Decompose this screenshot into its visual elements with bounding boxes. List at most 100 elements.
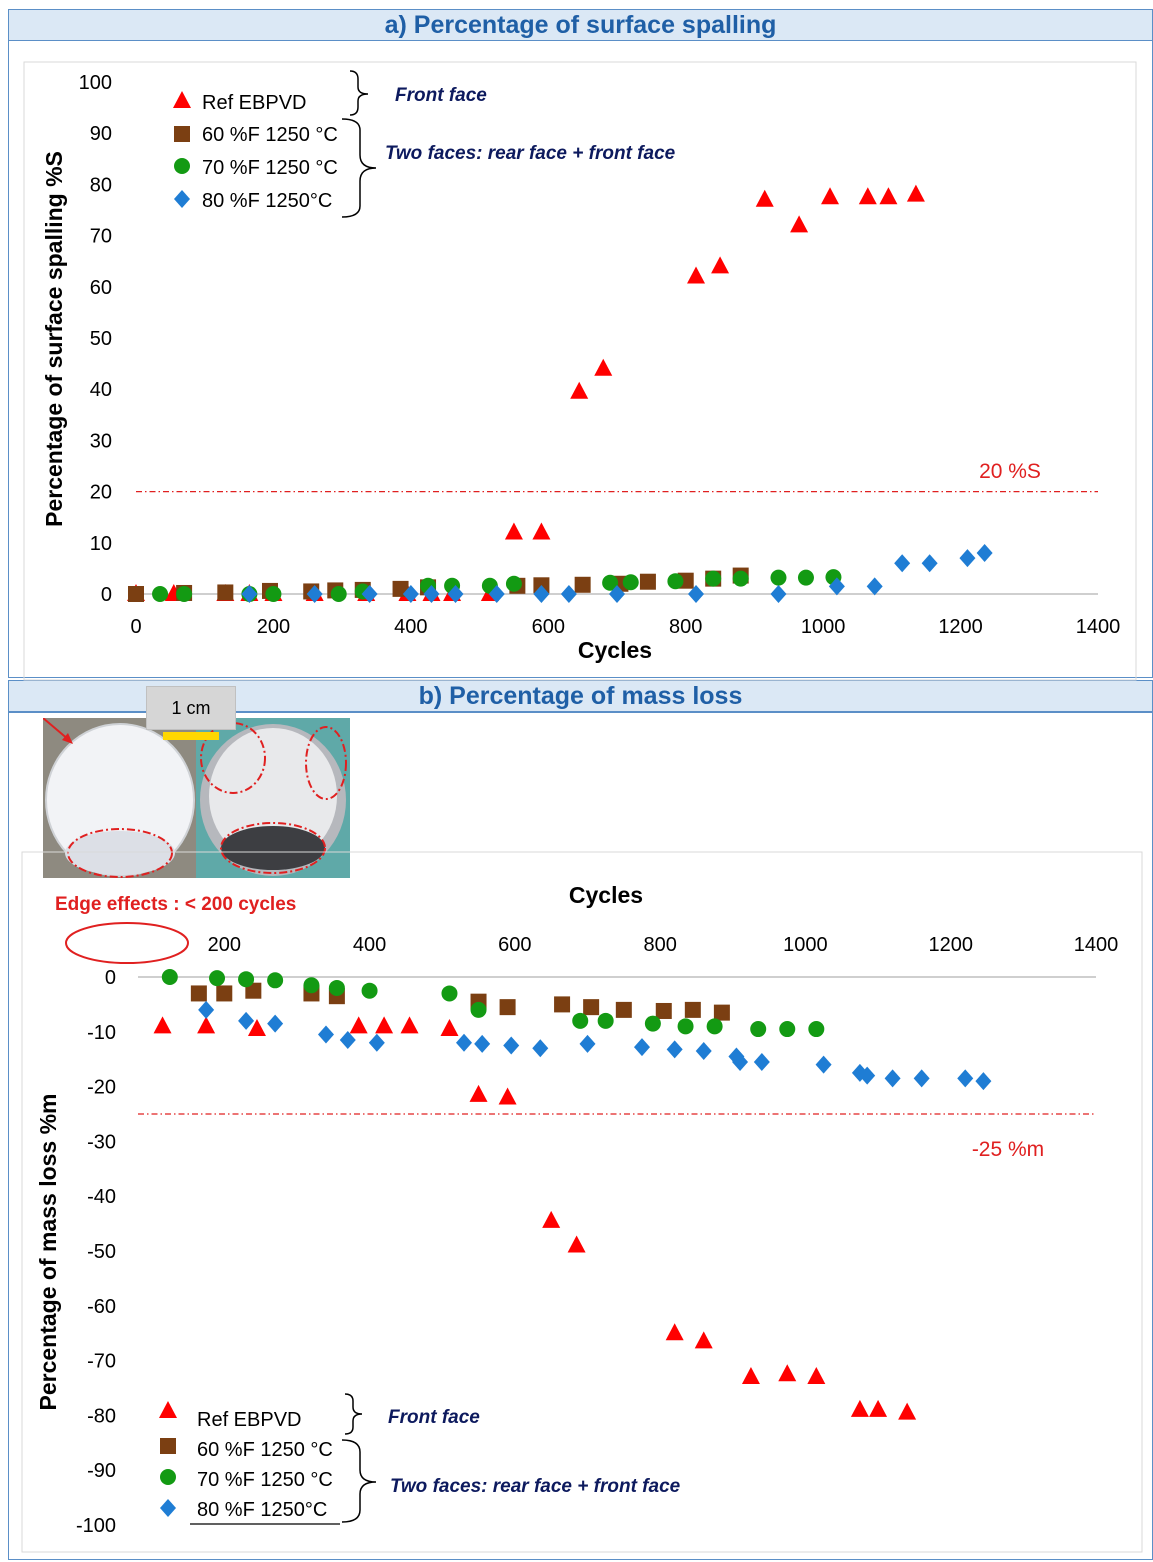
chart-a-point-ref xyxy=(906,184,925,202)
chart-b-point-f80 xyxy=(503,1036,520,1055)
chart-b-ylabel: Percentage of mass loss %m xyxy=(35,1093,61,1410)
chart-b-legend-marker-f70 xyxy=(160,1469,176,1485)
chart-a-y-tick-label: 40 xyxy=(90,379,112,401)
chart-b-y-tick-label: -30 xyxy=(87,1131,116,1153)
chart-a-legend-70: 70 %F 1250 °C xyxy=(202,157,338,179)
chart-b-plot-frame xyxy=(21,851,1143,1553)
chart-b-x-tick-label: 800 xyxy=(643,934,676,956)
chart-b-point-ref xyxy=(400,1016,419,1034)
chart-b-annotation-front: Front face xyxy=(388,1407,480,1428)
chart-a-point-ref xyxy=(821,187,840,205)
chart-a-point-f80 xyxy=(447,585,464,603)
chart-a-point-f60 xyxy=(574,576,591,593)
chart-b-legend-70: 70 %F 1250 °C xyxy=(197,1469,333,1491)
chart-b-point-ref xyxy=(440,1019,459,1037)
chart-a-plot-frame xyxy=(23,61,1137,681)
chart-a-point-f80 xyxy=(770,585,787,603)
chart-b-point-f80 xyxy=(732,1052,749,1071)
chart-a-point-f80 xyxy=(402,585,419,603)
chart-a-point-ref xyxy=(879,187,898,205)
chart-b-point-f80 xyxy=(532,1039,549,1058)
chart-a-point-f70 xyxy=(622,574,639,591)
chart-a-point-f80 xyxy=(921,554,938,573)
chart-a-y-tick-label: 80 xyxy=(90,174,112,196)
chart-b-point-ref xyxy=(469,1084,488,1102)
chart-a-point-f70 xyxy=(797,569,814,586)
chart-b-point-ref xyxy=(197,1016,216,1034)
edge-circle-3 xyxy=(200,722,266,794)
chart-a-point-ref xyxy=(790,215,809,233)
chart-b-y-tick-label: -50 xyxy=(87,1241,116,1263)
chart-a-legend-marker-f60 xyxy=(174,126,190,142)
chart-a-y-tick-label: 10 xyxy=(90,533,112,555)
sample-disc-left-edge xyxy=(65,831,175,875)
chart-a-point-ref xyxy=(594,358,613,376)
chart-a-point-f70 xyxy=(265,586,282,602)
chart-a-y-tick-label: 90 xyxy=(90,123,112,145)
chart-b-point-f80 xyxy=(859,1066,876,1085)
chart-b-point-f80 xyxy=(579,1034,596,1053)
chart-b-point-ref xyxy=(869,1399,888,1417)
chart-b-point-ref xyxy=(778,1364,797,1382)
chart-b-point-f80 xyxy=(975,1072,992,1091)
chart-b-point-f80 xyxy=(753,1052,770,1071)
chart-b-point-f70 xyxy=(644,1015,661,1032)
chart-b-legend-marker-f80 xyxy=(160,1499,176,1517)
edge-circle-4 xyxy=(305,726,347,800)
chart-a-annotation-two: Two faces: rear face + front face xyxy=(385,143,676,164)
chart-a-legend-marker-f70 xyxy=(174,158,190,174)
sample-photo xyxy=(43,718,350,878)
chart-a-x-tick-label: 1200 xyxy=(938,616,983,638)
chart-b-point-ref xyxy=(665,1323,684,1341)
chart-b-point-f70 xyxy=(267,972,284,989)
chart-a-y-tick-label: 70 xyxy=(90,226,112,248)
chart-a-legend-80: 80 %F 1250°C xyxy=(202,190,332,212)
chart-b-point-ref xyxy=(850,1399,869,1417)
chart-a-point-f80 xyxy=(959,549,976,568)
chart-b-brace-front xyxy=(344,1393,363,1435)
chart-b-y-tick-label: -90 xyxy=(87,1460,116,1482)
chart-a-y-tick-label: 50 xyxy=(90,328,112,350)
chart-b-point-f80 xyxy=(368,1033,385,1052)
chart-a-x-tick-label: 0 xyxy=(130,616,141,638)
edge-effects-note: Edge effects : < 200 cycles xyxy=(55,894,296,915)
chart-a-legend-60: 60 %F 1250 °C xyxy=(202,124,338,146)
chart-b-y-tick-label: -100 xyxy=(76,1515,116,1537)
chart-b-point-ref xyxy=(694,1331,713,1349)
chart-a-point-ref xyxy=(687,266,706,284)
chart-b-legend-marker-ref xyxy=(159,1401,177,1418)
chart-a-point-f70 xyxy=(176,586,193,602)
chart-a-y-tick-label: 0 xyxy=(101,584,112,606)
panel-a-header: a) Percentage of surface spalling xyxy=(8,9,1153,41)
chart-b-point-f70 xyxy=(750,1021,767,1038)
chart-b-point-f60 xyxy=(684,1001,701,1018)
chart-b-point-f70 xyxy=(209,970,226,987)
chart-a-point-f60 xyxy=(217,584,234,601)
chart-b-point-f70 xyxy=(303,977,320,994)
chart-a-point-f70 xyxy=(705,570,722,587)
chart-b-point-f80 xyxy=(474,1034,491,1053)
edge-arrow-head xyxy=(62,733,73,744)
chart-b-point-f70 xyxy=(361,982,378,999)
chart-b-point-ref xyxy=(567,1235,586,1253)
chart-a-point-f60 xyxy=(128,586,144,602)
chart-b-legend-60: 60 %F 1250 °C xyxy=(197,1439,333,1461)
chart-b-point-ref xyxy=(898,1402,917,1420)
chart-b-point-f80 xyxy=(267,1014,284,1033)
chart-a-x-tick-label: 400 xyxy=(394,616,427,638)
chart-b-point-f80 xyxy=(633,1038,650,1057)
chart-b-point-f60 xyxy=(245,982,262,999)
chart-b-threshold-label: -25 %m xyxy=(972,1138,1044,1161)
chart-b-x-tick-label: 200 xyxy=(208,934,241,956)
chart-a-point-f80 xyxy=(423,585,440,603)
chart-b-point-f80 xyxy=(339,1031,356,1050)
edge-circle-2 xyxy=(220,822,326,874)
chart-b-point-f70 xyxy=(808,1021,825,1038)
chart-a-point-f80 xyxy=(361,585,378,603)
chart-a-point-f80 xyxy=(560,585,577,603)
chart-a-point-f70 xyxy=(152,586,169,602)
chart-a-brace-front xyxy=(349,70,369,116)
chart-b-point-f60 xyxy=(216,985,233,1002)
chart-b-x-tick-label: 1400 xyxy=(1074,934,1119,956)
